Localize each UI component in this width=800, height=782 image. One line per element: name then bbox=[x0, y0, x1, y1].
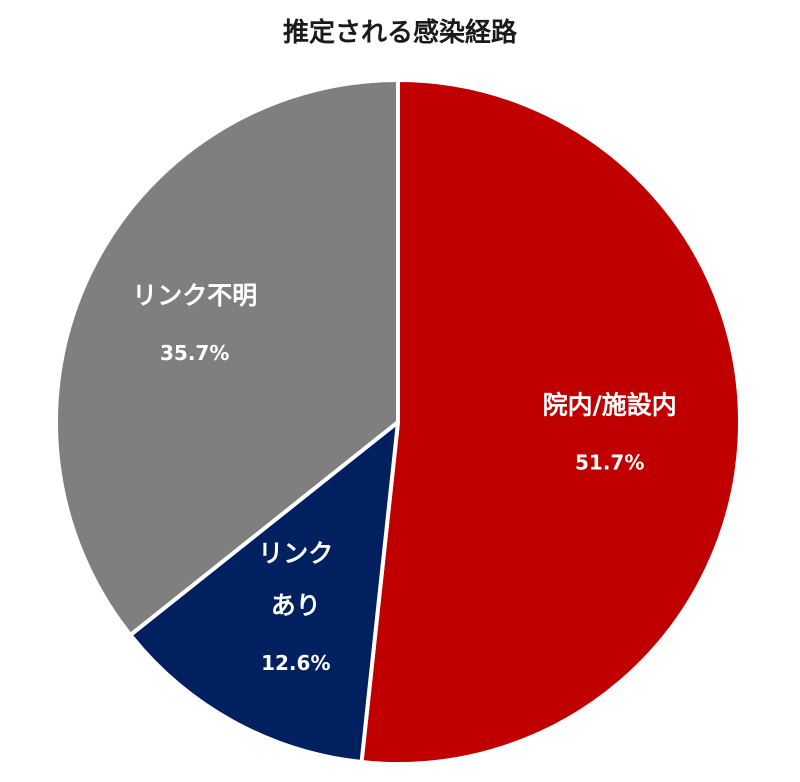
slice-name-label: あり bbox=[271, 591, 321, 620]
pie-slice-0 bbox=[359, 78, 742, 766]
slice-value-label: 51.7% bbox=[575, 450, 644, 474]
pie-slice-2 bbox=[54, 78, 400, 637]
pie-slice-1 bbox=[128, 420, 400, 765]
slice-value-label: 12.6% bbox=[261, 651, 330, 675]
slice-name-label: 院内/施設内 bbox=[543, 390, 677, 419]
slice-value-label: 35.7% bbox=[160, 341, 229, 365]
slice-name-label: リンク不明 bbox=[132, 281, 257, 310]
chart-title: 推定される感染経路 bbox=[282, 18, 517, 48]
slice-name-label: リンク bbox=[258, 539, 333, 568]
